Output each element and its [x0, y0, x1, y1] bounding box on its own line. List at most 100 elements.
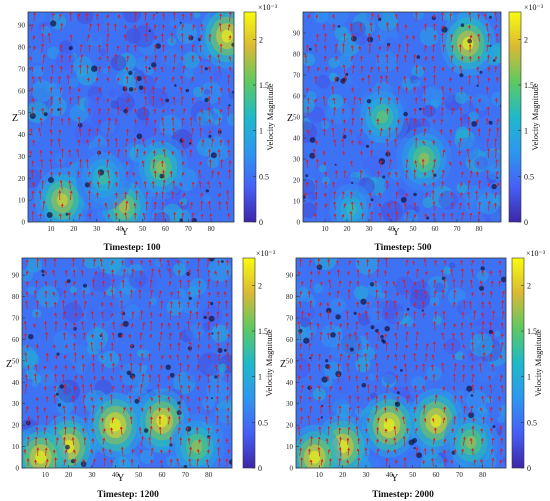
vortex-dot: [479, 285, 485, 291]
arrow: [89, 23, 92, 32]
arrow: [217, 54, 220, 64]
arrow: [153, 201, 157, 210]
arrow: [81, 320, 84, 331]
y-tick-label: 30: [286, 400, 294, 408]
arrow: [386, 44, 390, 52]
arrow: [478, 98, 481, 103]
arrow: [159, 258, 162, 268]
arrow: [495, 170, 499, 178]
colorbar-label: Velocity Magnitude: [264, 329, 274, 397]
arrow: [469, 170, 473, 179]
field-cell: [474, 156, 488, 170]
arrow: [148, 300, 152, 309]
arrow: [360, 150, 363, 156]
arrow: [387, 202, 391, 209]
field-cell: [432, 212, 441, 221]
arrow: [187, 291, 191, 298]
arrow: [98, 56, 102, 62]
arrow: [98, 107, 101, 115]
arrow: [489, 406, 493, 413]
arrow: [71, 415, 75, 425]
arrow: [149, 425, 153, 436]
arrow: [477, 33, 481, 42]
vortex-dot: [303, 337, 310, 344]
vortex-dot: [416, 55, 421, 59]
arrow: [90, 341, 94, 352]
x-tick-label: 10: [316, 471, 324, 479]
arrow: [172, 66, 176, 73]
panel-2: 10 20 30 40 50 60 70 800102030405060708090YZTim…: [287, 3, 544, 253]
field-cell: [502, 457, 506, 464]
arrow: [158, 268, 161, 278]
vortex-dot: [330, 332, 336, 338]
arrow: [494, 12, 497, 22]
arrow: [148, 259, 152, 266]
arrow: [134, 12, 138, 22]
arrow: [173, 53, 177, 64]
vortex-dot: [204, 97, 209, 103]
x-tick-label: 80: [205, 471, 213, 479]
arrow: [189, 138, 193, 147]
vortex-dot: [50, 20, 57, 27]
arrow: [64, 364, 68, 371]
arrow: [469, 437, 473, 445]
arrow: [89, 383, 93, 394]
arrow: [181, 117, 185, 126]
arrow: [32, 35, 36, 41]
vortex-dot: [179, 21, 182, 24]
arrow: [459, 160, 463, 167]
arrow: [459, 116, 463, 127]
colorbar-label: Velocity Magnitude: [265, 83, 275, 151]
arrow: [188, 407, 191, 412]
arrow: [307, 65, 311, 73]
arrow: [198, 438, 201, 444]
arrow: [342, 64, 346, 74]
arrow: [57, 137, 61, 148]
panel-4: 10 20 30 40 50 60 70 800102030405060708090YZTim…: [280, 249, 546, 500]
field-cell: [199, 81, 222, 104]
y-tick-label: 20: [286, 422, 294, 430]
arrow: [324, 32, 327, 43]
arrow: [33, 12, 36, 22]
field-cell: [469, 333, 494, 357]
velocity-arrows: [29, 12, 232, 222]
field-cell: [383, 182, 391, 189]
vortex-dot: [384, 325, 391, 332]
y-tick-label: 30: [293, 156, 301, 164]
y-tick-label: 70: [18, 65, 26, 73]
arrow: [35, 426, 39, 435]
field-cell: [303, 53, 315, 67]
arrow: [494, 55, 498, 62]
arrow: [358, 97, 362, 105]
arrow: [385, 65, 389, 73]
field-cell: [22, 268, 34, 282]
colorbar-tick-label: 1.5: [258, 327, 268, 336]
arrow: [142, 212, 146, 220]
field-cell: [354, 285, 369, 300]
arrow: [208, 200, 211, 211]
vortex-dot: [177, 401, 181, 405]
field-cell: [179, 197, 188, 206]
velocity-field: [296, 258, 506, 468]
vortex-dot: [143, 428, 149, 433]
arrow: [59, 86, 63, 94]
arrow: [459, 137, 462, 148]
arrow: [154, 212, 157, 220]
arrow: [42, 23, 45, 31]
vortex-dot: [471, 121, 478, 127]
arrow: [134, 108, 137, 114]
vortex-dot: [433, 173, 437, 177]
arrow: [180, 95, 184, 106]
arrow: [467, 179, 471, 190]
arrow: [133, 202, 137, 209]
arrow: [125, 66, 129, 72]
arrow: [386, 149, 390, 157]
field-cell: [305, 324, 318, 337]
field-cell: [207, 156, 219, 169]
arrow: [125, 200, 129, 211]
vortex-dot: [419, 107, 422, 111]
arrow: [179, 384, 183, 393]
arrow: [476, 108, 479, 115]
field-cell: [68, 77, 79, 88]
vortex-dot: [378, 158, 386, 165]
